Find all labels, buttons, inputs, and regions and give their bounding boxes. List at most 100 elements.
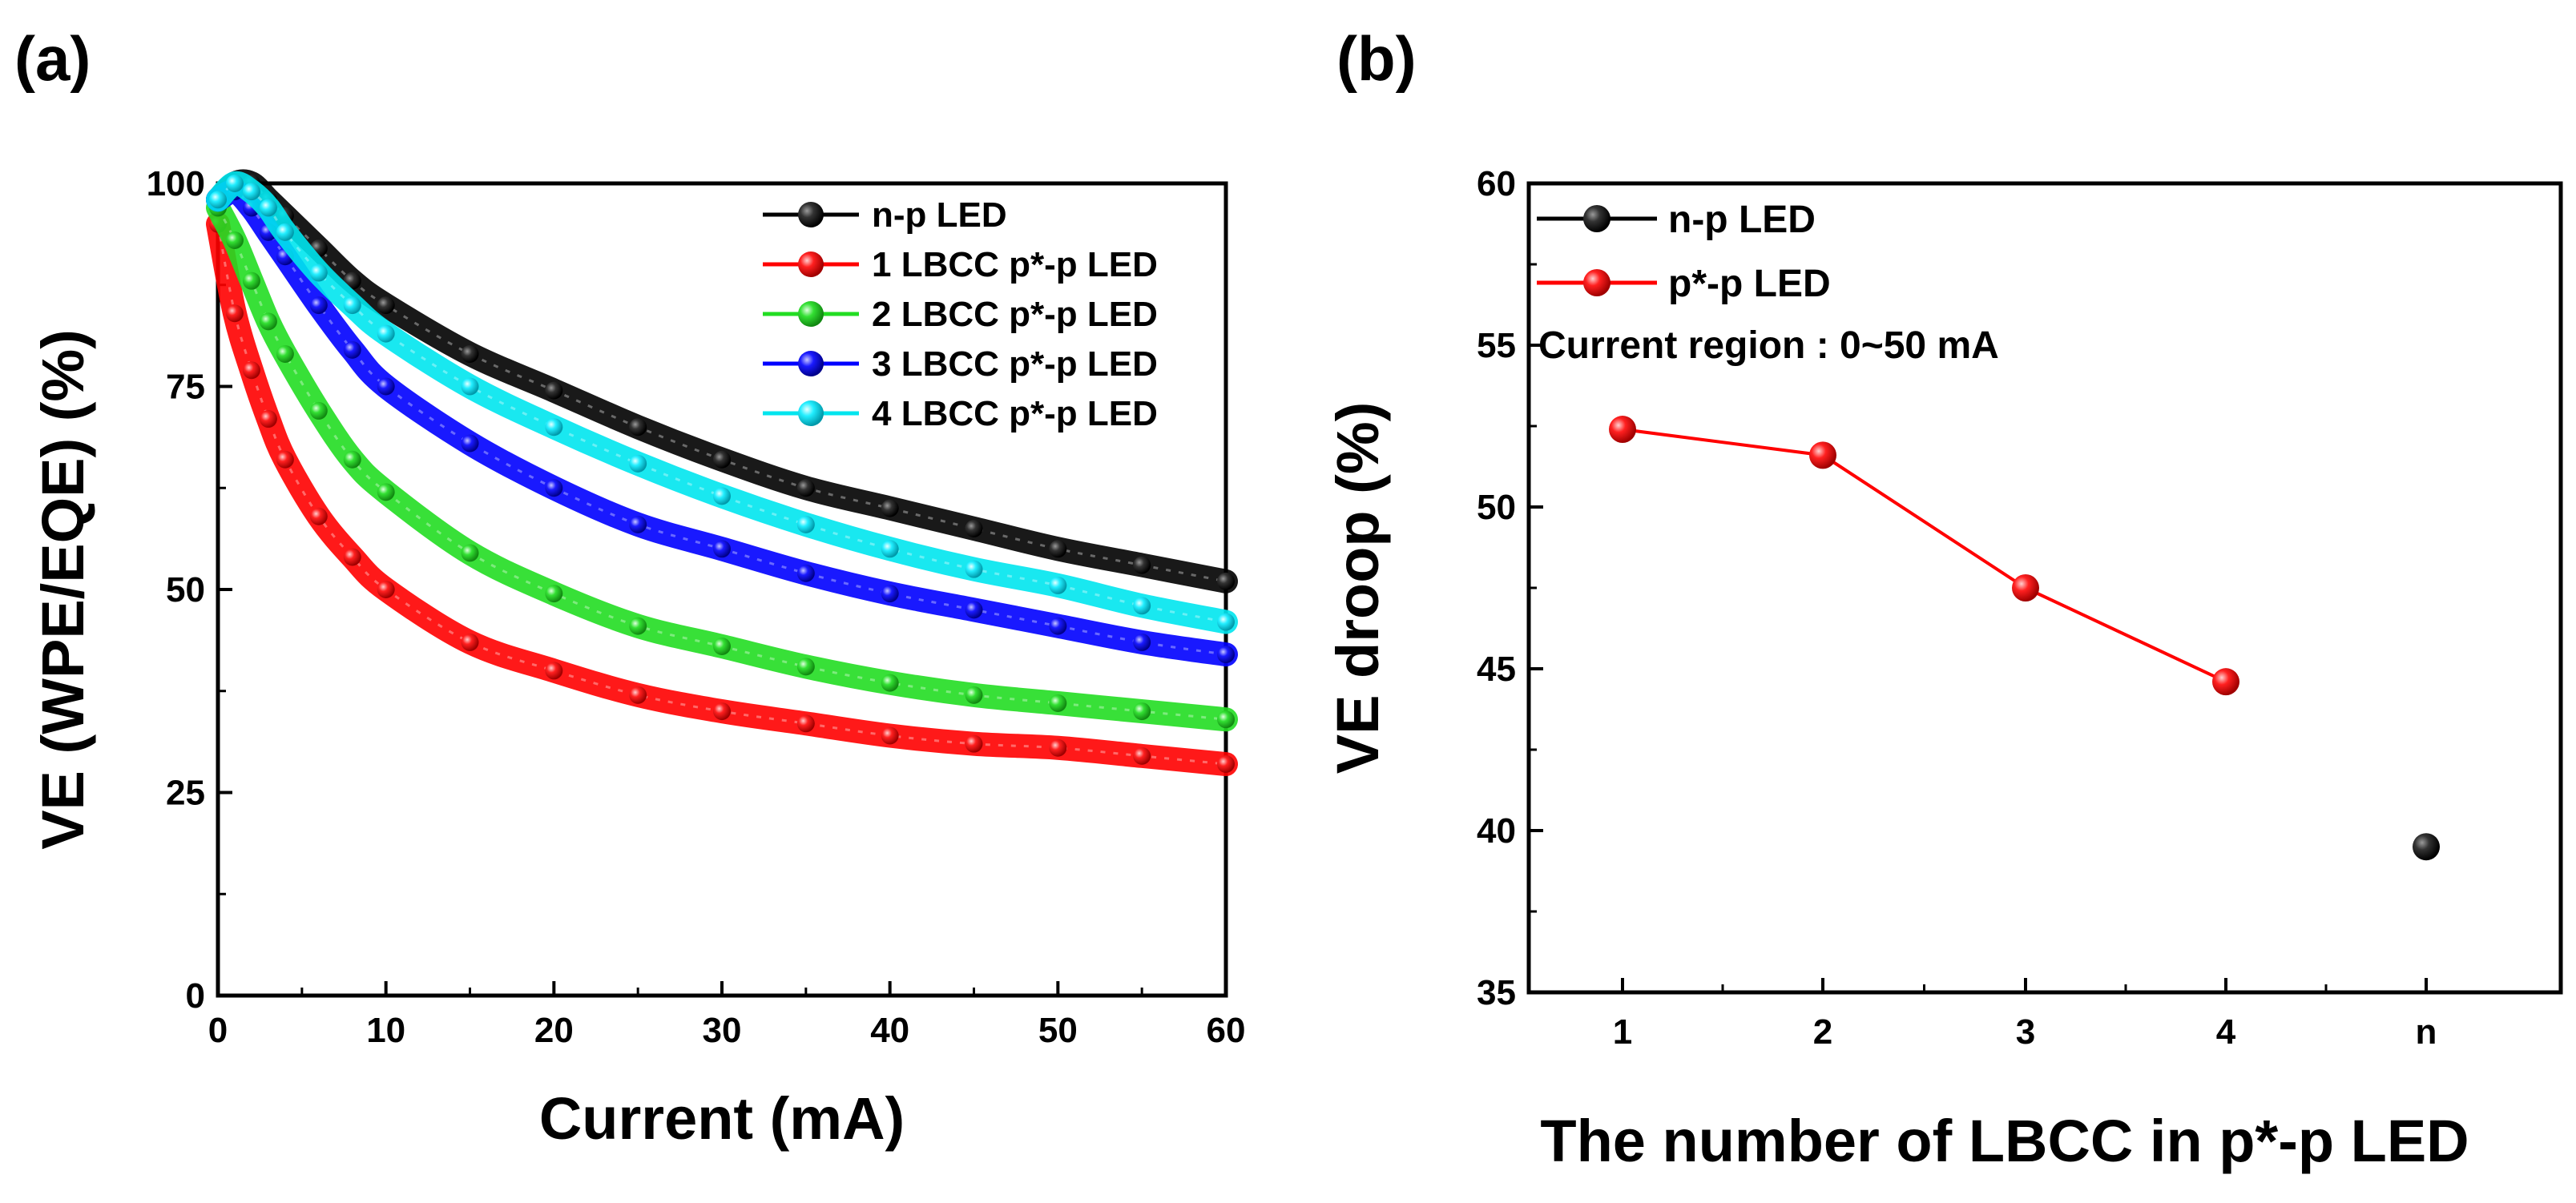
legend-item-n-p-led: n-p LED bbox=[763, 195, 1007, 235]
legend-marker bbox=[798, 202, 824, 227]
data-point bbox=[377, 377, 395, 396]
data-point bbox=[545, 479, 563, 497]
data-point bbox=[1217, 755, 1235, 774]
data-point bbox=[343, 450, 361, 469]
data-point bbox=[1049, 617, 1067, 635]
data-point bbox=[881, 726, 899, 745]
y-tick-label: 35 bbox=[1477, 973, 1516, 1012]
y-tick-label: 60 bbox=[1477, 164, 1516, 203]
data-point bbox=[1217, 613, 1235, 631]
data-point bbox=[1217, 710, 1235, 729]
legend-label: 1 LBCC p*-p LED bbox=[872, 245, 1158, 284]
data-point bbox=[309, 296, 328, 315]
data-point bbox=[1133, 633, 1151, 651]
chart-a: 0 10 20 30 40 50 60 0 25 50 75 100 n-p LED 1 LBCC p*… bbox=[30, 164, 1245, 1152]
data-point bbox=[225, 231, 244, 249]
data-point bbox=[259, 199, 277, 217]
series-line bbox=[1622, 428, 2227, 683]
series-highlight bbox=[217, 190, 1227, 656]
data-point bbox=[259, 312, 277, 331]
chart-a-ticks: 0 10 20 30 40 50 60 0 25 50 75 100 bbox=[147, 164, 1246, 1050]
data-point bbox=[881, 499, 899, 517]
data-point bbox=[1217, 572, 1235, 590]
data-point bbox=[713, 450, 731, 469]
legend-label: 2 LBCC p*-p LED bbox=[872, 295, 1158, 334]
legend-marker bbox=[798, 301, 824, 327]
data-point bbox=[225, 175, 244, 192]
data-point bbox=[1049, 738, 1067, 757]
legend-label: 3 LBCC p*-p LED bbox=[872, 344, 1158, 384]
legend-item-2-lbcc-p-p-led: 2 LBCC p*-p LED bbox=[763, 295, 1158, 334]
data-point bbox=[242, 272, 260, 290]
data-point bbox=[545, 418, 563, 437]
data-point bbox=[461, 434, 479, 453]
data-point bbox=[629, 686, 647, 704]
data-point bbox=[965, 734, 983, 753]
data-point bbox=[796, 479, 815, 497]
data-point bbox=[377, 296, 395, 315]
data-point bbox=[242, 183, 260, 201]
data-point bbox=[965, 601, 983, 619]
chart-b-x-axis-title: The number of LBCC in p*-p LED bbox=[1540, 1108, 2469, 1174]
data-point bbox=[209, 191, 227, 209]
data-point bbox=[629, 515, 647, 533]
data-point bbox=[796, 658, 815, 676]
data-point bbox=[1049, 576, 1067, 594]
data-point bbox=[713, 487, 731, 505]
data-point bbox=[309, 401, 328, 420]
data-point bbox=[1133, 556, 1151, 574]
chart-b-ticks: 1 2 3 4 n 35 40 45 50 55 60 bbox=[1477, 164, 2437, 1052]
x-tick-label: 4 bbox=[2216, 1012, 2236, 1052]
data-point bbox=[881, 674, 899, 692]
legend-marker bbox=[798, 251, 824, 277]
data-point bbox=[629, 418, 647, 437]
y-tick-label: 100 bbox=[147, 164, 205, 203]
x-tick-label: 10 bbox=[366, 1011, 405, 1050]
x-tick-label: 20 bbox=[534, 1011, 574, 1050]
data-point bbox=[965, 686, 983, 704]
data-point bbox=[965, 519, 983, 537]
data-point bbox=[309, 264, 328, 282]
data-point bbox=[1609, 416, 1636, 444]
data-point bbox=[2212, 668, 2239, 696]
x-tick-label: 0 bbox=[208, 1011, 228, 1050]
data-point bbox=[1133, 702, 1151, 721]
y-tick-label: 40 bbox=[1477, 811, 1516, 851]
series-highlight bbox=[216, 182, 1227, 624]
x-tick-label: 50 bbox=[1038, 1011, 1078, 1050]
data-point bbox=[545, 662, 563, 680]
data-point bbox=[965, 560, 983, 578]
legend-item-p-p-led: p*-p LED bbox=[1537, 263, 1831, 305]
data-point bbox=[2413, 833, 2440, 861]
data-point bbox=[2012, 574, 2039, 602]
data-point bbox=[377, 324, 395, 343]
chart-a-x-axis-title: Current (mA) bbox=[539, 1085, 905, 1152]
series-4-lbcc-p-p-led bbox=[206, 171, 1238, 634]
data-point bbox=[796, 714, 815, 733]
data-point bbox=[461, 633, 479, 651]
legend-marker bbox=[1583, 269, 1611, 296]
panel-b-label: (b) bbox=[1336, 23, 1417, 94]
data-point bbox=[1133, 597, 1151, 615]
data-point bbox=[343, 340, 361, 359]
chart-b-series bbox=[1609, 416, 2440, 861]
x-tick-label: 1 bbox=[1613, 1012, 1632, 1052]
data-point bbox=[881, 585, 899, 603]
y-tick-label: 55 bbox=[1477, 326, 1516, 365]
data-point bbox=[713, 540, 731, 558]
chart-b-legend: n-p LED p*-p LED bbox=[1537, 199, 1831, 305]
data-point bbox=[629, 454, 647, 473]
data-point bbox=[461, 344, 479, 363]
data-point bbox=[1809, 441, 1836, 469]
x-tick-label: 60 bbox=[1207, 1011, 1246, 1050]
panel-a-label: (a) bbox=[14, 23, 91, 94]
y-tick-label: 50 bbox=[1477, 488, 1516, 527]
chart-b: 1 2 3 4 n 35 40 45 50 55 60 n-p LED p*-p LED Curren… bbox=[1324, 164, 2563, 1174]
data-point bbox=[343, 296, 361, 315]
data-point bbox=[545, 381, 563, 400]
series-n-p-led bbox=[2413, 833, 2440, 861]
data-point bbox=[309, 507, 328, 525]
data-point bbox=[796, 564, 815, 582]
y-tick-label: 75 bbox=[166, 368, 205, 407]
legend-marker bbox=[1583, 205, 1611, 232]
